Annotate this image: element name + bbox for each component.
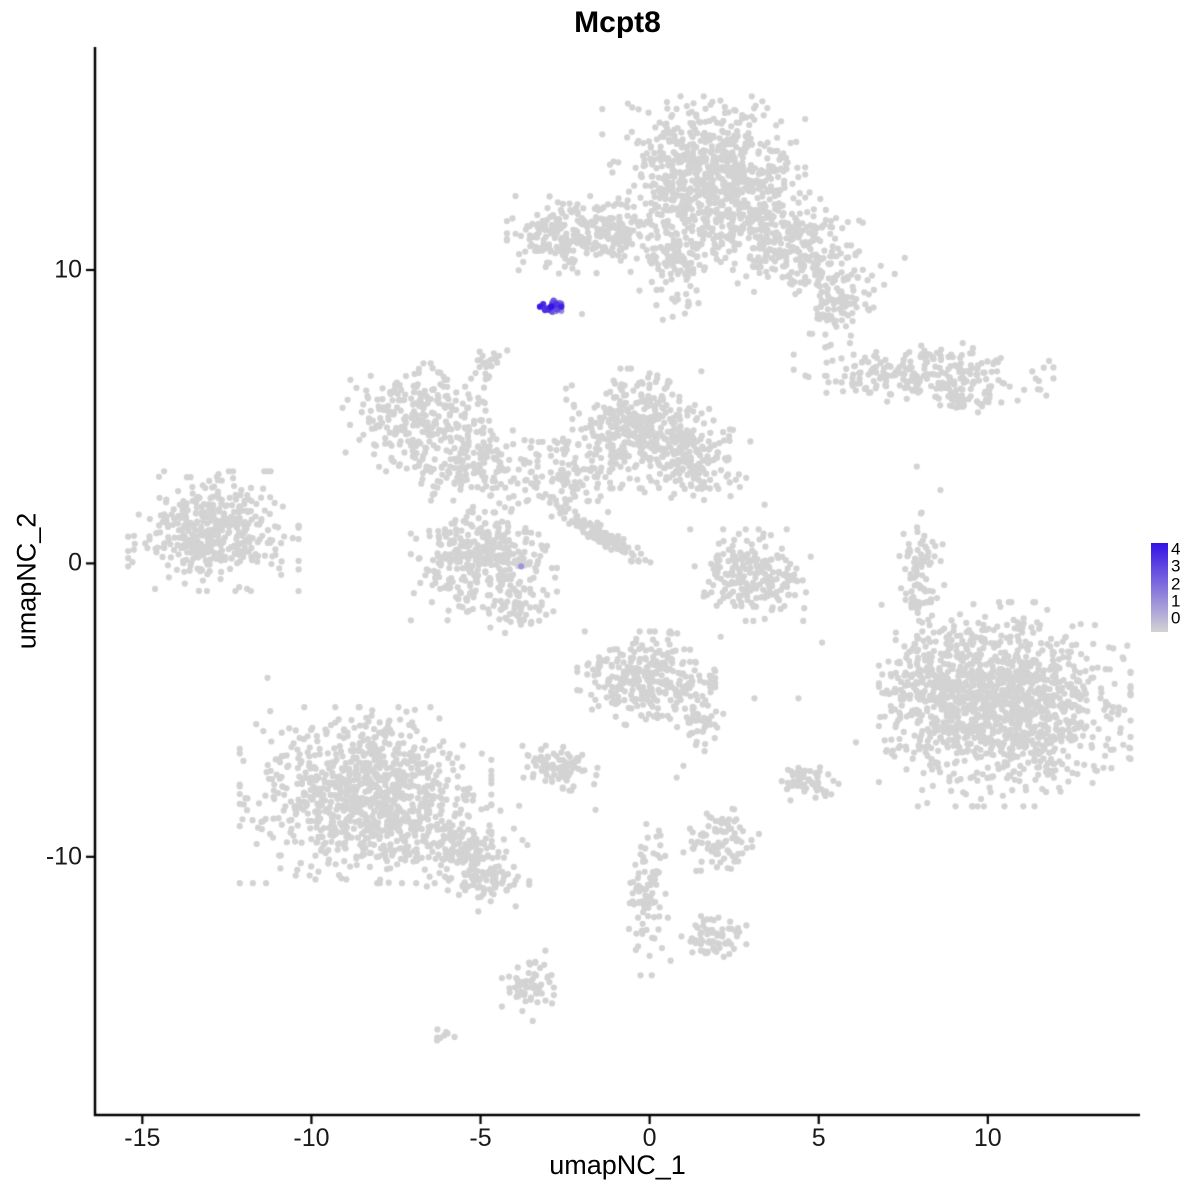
y-tick-label: 0: [68, 548, 82, 577]
x-tick-label: 5: [811, 1124, 826, 1152]
x-tick-label: -10: [293, 1124, 330, 1152]
y-tick-label: -10: [45, 842, 82, 871]
x-tick-label: 10: [973, 1124, 1002, 1152]
legend-tick-label: 3: [1171, 556, 1181, 576]
x-tick-label: 0: [642, 1124, 657, 1152]
legend-tick-label: 4: [1171, 539, 1181, 559]
legend-tick-label: 2: [1171, 574, 1181, 594]
x-tick-label: -5: [469, 1124, 492, 1152]
expression-legend-colorbar: [1151, 543, 1168, 632]
legend-tick-label: 0: [1171, 608, 1181, 628]
x-tick-label: -15: [124, 1124, 161, 1152]
x-axis-label: umapNC_1: [549, 1150, 686, 1180]
y-tick-label: 10: [54, 255, 82, 284]
legend-tick-label: 1: [1171, 591, 1181, 611]
y-axis-label: umapNC_2: [11, 512, 42, 650]
